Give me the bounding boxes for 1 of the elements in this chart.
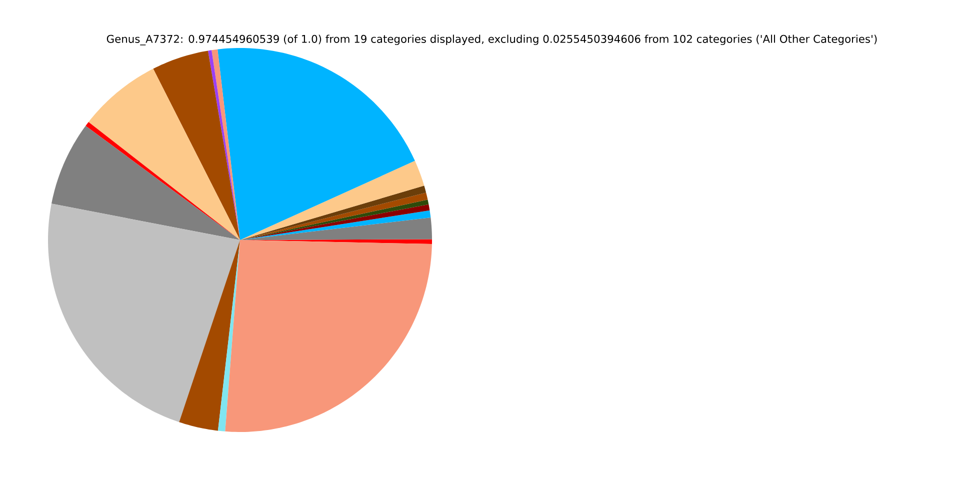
text: Genus_A7372: 0.974454960539 (of 1.0) from 19 categories displayed, excluding 0.0255450394606 from 102 categories ('All Other Categories') xyxy=(106,34,877,46)
